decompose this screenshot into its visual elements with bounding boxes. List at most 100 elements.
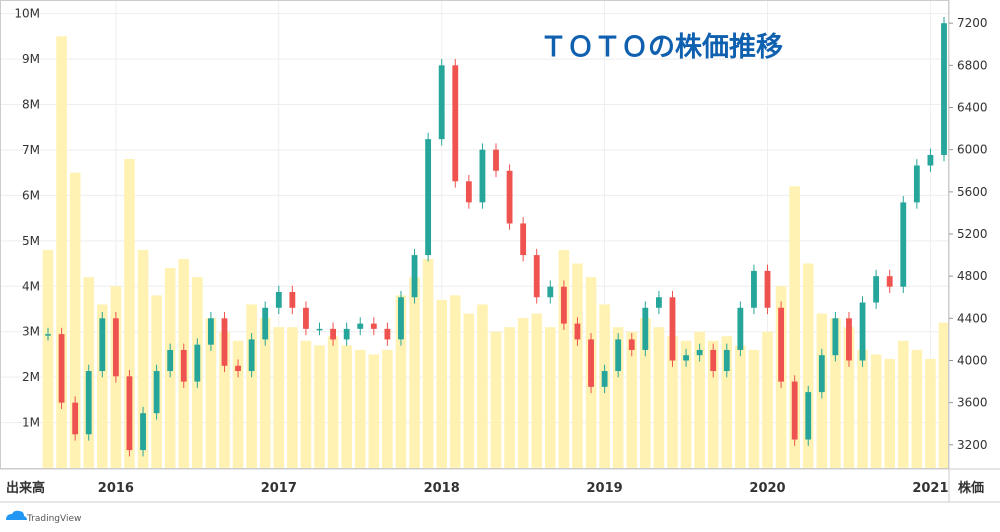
volume-bar (287, 327, 298, 468)
volume-bar (748, 349, 760, 468)
right-tick-label: 6800 (957, 58, 988, 72)
volume-bar (69, 172, 81, 468)
candle-body (533, 255, 540, 298)
volume-bar (653, 327, 665, 468)
volume-bar (517, 318, 529, 468)
volume-bar (938, 322, 950, 468)
volume-bar (680, 340, 692, 468)
x-tick-label: 2020 (749, 481, 785, 496)
candle-body (588, 339, 594, 387)
candle-body (153, 371, 160, 414)
volume-bar (232, 340, 244, 468)
volume-bar (558, 249, 570, 468)
candle-body (140, 413, 146, 451)
candle-body (384, 328, 391, 340)
volume-bar (735, 345, 746, 468)
candle-body (316, 328, 323, 331)
left-tick-label: 10M (14, 7, 40, 21)
volume-bar (395, 295, 407, 468)
candle-body (615, 339, 622, 372)
candle-body (126, 376, 133, 451)
left-tick-label: 6M (22, 188, 40, 202)
volume-bar (911, 349, 923, 468)
volume-bar (707, 340, 719, 468)
candle-body (425, 139, 432, 256)
candle-body (452, 65, 459, 182)
volume-bar (273, 327, 285, 468)
volume-bar (612, 327, 624, 468)
volume-bar (354, 349, 366, 468)
volume-bar (789, 186, 800, 468)
candle-body (99, 318, 106, 372)
candle-body (85, 371, 92, 435)
volume-bar (721, 336, 733, 468)
volume-bar (42, 249, 54, 468)
candle-body (275, 291, 282, 308)
candle-body (248, 339, 255, 372)
volume-bar (259, 318, 271, 468)
candle-body (221, 318, 228, 366)
candle-body (194, 344, 201, 382)
candle-body (398, 297, 404, 340)
left-tick-label: 9M (22, 52, 40, 66)
volume-bar (477, 304, 488, 468)
candle-body (791, 381, 798, 440)
chart-title: ＴＯＴＯの株価推移 (540, 32, 783, 63)
candle-body (180, 349, 187, 382)
left-tick-label: 8M (22, 98, 40, 112)
volume-bar (572, 263, 583, 468)
x-tick-label: 2016 (98, 481, 134, 496)
volume-bar (409, 277, 420, 468)
candle-body (411, 255, 418, 298)
volume-bar (531, 313, 543, 468)
left-tick-label: 1M (22, 416, 40, 430)
candle-body (832, 318, 839, 356)
candle-body (438, 65, 445, 140)
candle-body (235, 365, 241, 372)
left-tick-label: 5M (22, 234, 40, 248)
volume-bar (314, 345, 325, 468)
volume-bar (545, 327, 556, 468)
volume-bar (422, 258, 434, 468)
volume-bar (802, 263, 814, 468)
left-tick-label: 3M (22, 325, 40, 339)
right-tick-label: 5600 (957, 185, 988, 199)
candle-body (941, 23, 947, 155)
candle-body (493, 149, 499, 171)
candle-body (262, 307, 269, 340)
right-tick-label: 3200 (957, 438, 988, 452)
volume-bar (490, 331, 502, 468)
volume-bar (884, 358, 895, 468)
volume-bar (830, 318, 841, 468)
candle-body (560, 286, 567, 324)
candle-body (112, 318, 119, 377)
left-tick-label: 4M (22, 279, 40, 293)
left-tick-label: 2M (22, 370, 40, 384)
candle-body (723, 349, 730, 372)
candle-body (58, 334, 65, 403)
volume-bar (857, 349, 868, 468)
candle-body (72, 402, 79, 435)
volume-bar (124, 159, 135, 469)
right-axis-ticks: 3200 3600 4000 4400 4800 5200 5600 6000 6400 6800… (949, 16, 988, 452)
candle-body (927, 154, 934, 166)
volume-bar (449, 295, 461, 468)
volume-bar (925, 358, 936, 468)
watermark-text: TradingView (26, 514, 81, 524)
candle-body (601, 371, 608, 387)
x-axis-ticks: 2016 2017 2018 2019 2020 2021 (98, 481, 949, 496)
candle-body (357, 323, 364, 329)
x-tick-label: 2019 (587, 481, 623, 496)
candle-body (696, 349, 703, 356)
candle-body (506, 170, 513, 224)
tradingview-cloud-icon (6, 510, 27, 520)
candle-body (859, 302, 866, 361)
volume-bar (694, 331, 705, 468)
right-tick-label: 3600 (957, 396, 988, 410)
right-tick-label: 7200 (957, 16, 988, 30)
candle-body (520, 223, 527, 256)
candle-body (737, 307, 744, 350)
volume-bar (368, 354, 380, 468)
